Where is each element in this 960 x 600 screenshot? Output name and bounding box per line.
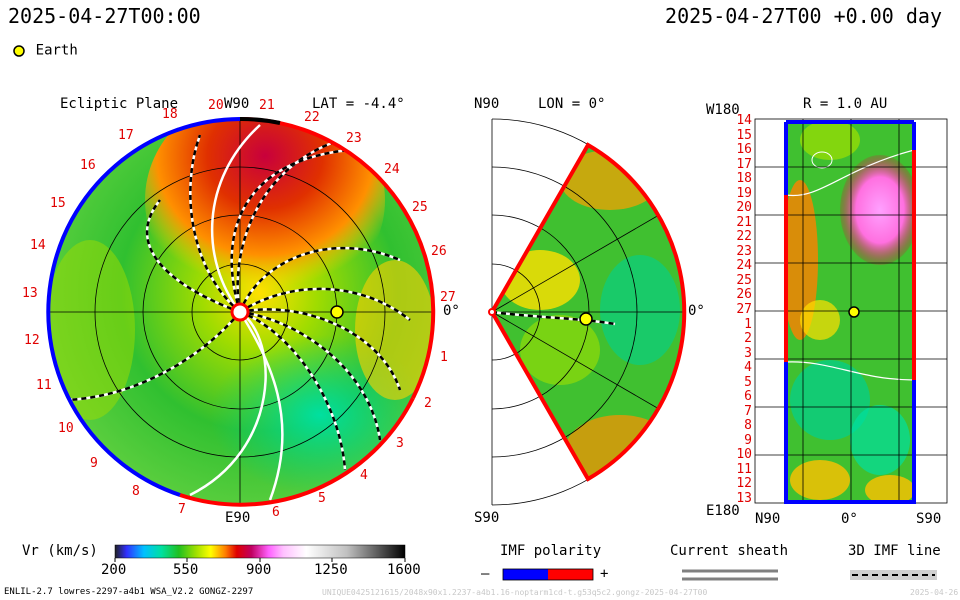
rot-label: 14 [30, 238, 46, 253]
radial-y-label: 20 [736, 200, 752, 216]
footer-model: ENLIL-2.7 lowres-2297-a4b1 WSA_V2.2 GONG… [4, 587, 254, 597]
rot-label: 1 [440, 350, 448, 365]
current-sheath-swatch [682, 569, 778, 581]
rot-label: 26 [431, 244, 447, 259]
meridional-right-label: 0° [688, 303, 705, 319]
radial-y-label: 9 [744, 432, 752, 448]
radial-y-label: 13 [736, 491, 752, 506]
rot-label: 13 [22, 286, 38, 301]
colorbar-label: Vr (km/s) [22, 543, 98, 559]
rot-label: 24 [384, 162, 400, 177]
sun-marker [230, 302, 250, 322]
radial-x-label: S90 [916, 511, 942, 527]
radial-y-label: 15 [736, 127, 752, 143]
header-left-time: 2025-04-27T00:00 [8, 4, 201, 28]
imf-polarity-title: IMF polarity [500, 543, 602, 559]
meridional-lon-label: LON = 0° [538, 96, 606, 112]
radial-y-label: 17 [736, 156, 752, 172]
rot-label: 18 [162, 107, 178, 122]
radial-y-label: 19 [736, 185, 752, 201]
rot-label: 7 [178, 502, 186, 517]
rot-label: 25 [412, 200, 428, 215]
rot-label: 8 [132, 484, 140, 499]
radial-y-label: 23 [736, 243, 752, 259]
ecliptic-lat-label: LAT = -4.4° [312, 96, 405, 112]
rot-label: 5 [318, 491, 326, 506]
radial-y-label: 4 [744, 360, 752, 376]
radial-bottom-left: E180 [706, 503, 740, 519]
radial-y-label: 22 [736, 229, 752, 245]
radial-x-label: N90 [755, 511, 781, 527]
footer-stamp: 2025-04-26 [910, 588, 959, 597]
radial-y-label: 5 [744, 374, 752, 390]
earth-label: Earth [35, 42, 78, 59]
imf-plus-label: + [600, 566, 609, 582]
rot-label: 15 [50, 196, 66, 211]
rot-label: 22 [304, 110, 320, 125]
imf-positive-swatch [548, 569, 593, 580]
ecliptic-title: Ecliptic Plane [60, 96, 179, 112]
radial-y-label: 7 [744, 403, 752, 419]
meridional-top-label: N90 [474, 96, 500, 112]
rot-label: 17 [118, 128, 134, 143]
colorbar-tick: 900 [246, 562, 272, 578]
radial-y-label: 25 [736, 272, 752, 288]
rot-label: 20 [208, 98, 224, 113]
current-sheath-title: Current sheath [670, 543, 789, 559]
radial-y-label: 24 [736, 258, 752, 274]
meridional-bottom-label: S90 [474, 510, 500, 526]
rot-label: 6 [272, 505, 280, 520]
colorbar-tick: 1250 [314, 562, 348, 578]
radial-y-label: 21 [736, 214, 752, 230]
colorbar-tick: 1600 [387, 562, 421, 578]
radial-y-label: 18 [736, 171, 752, 187]
earth-legend: Earth [12, 40, 78, 59]
earth-marker-icon [13, 44, 25, 57]
radial-map-plot [754, 118, 948, 504]
ecliptic-right-label: 0° [443, 303, 460, 319]
imf-line-swatch [850, 570, 937, 580]
colorbar-tick: 200 [101, 562, 127, 578]
ecliptic-bottom-label: E90 [225, 510, 251, 526]
rot-label: 11 [36, 378, 52, 393]
radial-y-label: 1 [744, 316, 752, 332]
radial-y-label: 10 [736, 447, 752, 463]
rot-label: 21 [259, 98, 275, 113]
earth-marker-ecliptic [330, 305, 344, 319]
imf-line-title: 3D IMF line [848, 543, 941, 559]
rot-label: 3 [396, 436, 404, 451]
footer-run-id: UNIQUE0425121615/2048x90x1.2237-a4b1.16-… [322, 588, 708, 597]
rot-label: 2 [424, 396, 432, 411]
ecliptic-top-label: W90 [224, 96, 250, 112]
radial-y-label: 3 [744, 345, 752, 361]
radial-y-label: 14 [736, 113, 752, 128]
rot-label: 4 [360, 468, 368, 483]
imf-minus-label: – [481, 566, 490, 582]
colorbar [114, 544, 406, 559]
rot-label: 10 [58, 421, 74, 436]
radial-y-label: 11 [736, 461, 752, 477]
earth-marker-radial [848, 306, 860, 318]
radial-x-label: 0° [841, 511, 858, 527]
radial-y-label: 16 [736, 142, 752, 158]
ecliptic-plane-plot [46, 116, 436, 507]
radial-y-label: 12 [736, 476, 752, 492]
radial-y-label: 8 [744, 418, 752, 434]
earth-marker-meridional [579, 312, 593, 326]
radial-y-label: 2 [744, 331, 752, 347]
imf-negative-swatch [503, 569, 548, 580]
radial-top-left: W180 [706, 102, 740, 118]
radial-y-label: 6 [744, 389, 752, 405]
rot-label: 27 [440, 290, 456, 305]
rot-label: 23 [346, 131, 362, 146]
colorbar-tick: 550 [173, 562, 199, 578]
rot-label: 16 [80, 158, 96, 173]
header-right-time: 2025-04-27T00 +0.00 day [665, 4, 942, 28]
rot-label: 9 [90, 456, 98, 471]
rot-label: 12 [24, 333, 40, 348]
radial-y-label: 27 [736, 302, 752, 317]
radial-y-label: 26 [736, 287, 752, 303]
radial-title: R = 1.0 AU [803, 96, 888, 112]
